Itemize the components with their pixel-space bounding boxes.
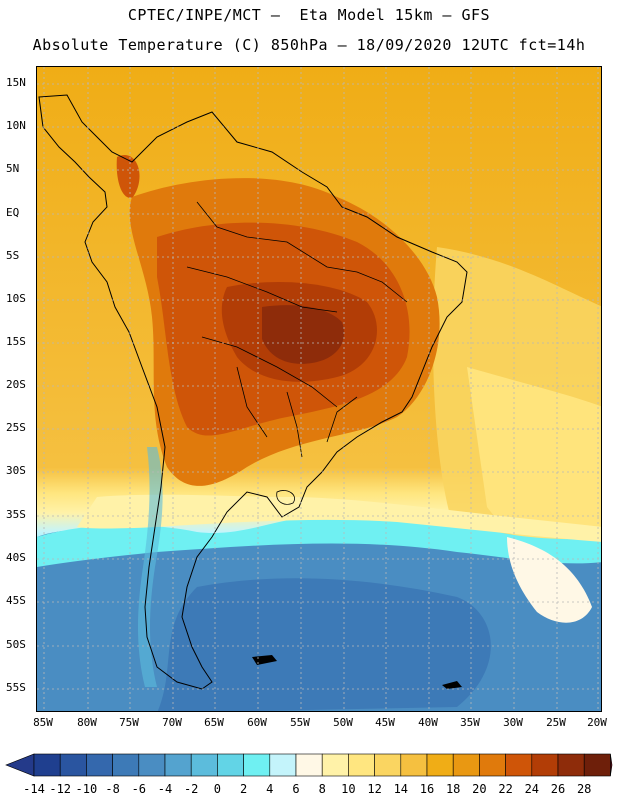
temperature-field	[37, 67, 601, 711]
lon-label: 85W	[33, 716, 53, 729]
lon-label: 70W	[162, 716, 182, 729]
lat-label: 30S	[6, 464, 26, 477]
lat-label: 5S	[6, 249, 20, 262]
colorbar-swatch	[190, 753, 218, 777]
field-pale-patch	[507, 537, 592, 623]
colorbar-swatch	[295, 753, 323, 777]
colorbar-swatch	[452, 753, 480, 777]
colorbar-label: 22	[498, 782, 513, 796]
colorbar-label: 6	[292, 782, 300, 796]
lon-label: 20W	[587, 716, 607, 729]
colorbar-swatch	[531, 753, 559, 777]
colorbar-swatch	[557, 753, 585, 777]
colorbar-swatch	[112, 753, 140, 777]
lat-label: 55S	[6, 681, 26, 694]
lon-label: 60W	[247, 716, 267, 729]
colorbar-label: 10	[341, 782, 356, 796]
lat-label: 15S	[6, 335, 26, 348]
colorbar-swatch	[59, 753, 87, 777]
lat-label: 50S	[6, 638, 26, 651]
colorbar-label: 2	[239, 782, 248, 796]
colorbar-label: 0	[213, 782, 221, 796]
lon-label: 50W	[333, 716, 353, 729]
colorbar-swatch	[583, 753, 611, 777]
colorbar-swatch	[269, 753, 297, 777]
colorbar-label: 24	[524, 782, 540, 796]
map-title-line-1: CPTEC/INPE/MCT – Eta Model 15km – GFS	[127, 6, 491, 24]
colorbar-label: -6	[131, 782, 147, 796]
colorbar-label: -8	[105, 782, 120, 796]
lat-label: 45S	[6, 594, 26, 607]
colorbar-overflow-arrow	[610, 753, 613, 777]
field-andes-streak	[138, 447, 163, 687]
field-cold-core	[157, 578, 491, 711]
lon-label: 80W	[77, 716, 97, 729]
rio-de-la-plata-outline	[276, 490, 295, 505]
temperature-map[interactable]	[36, 66, 602, 712]
colorbar-label: 4	[266, 782, 274, 796]
field-continent-hottest	[262, 305, 344, 364]
field-frontal-yellow	[77, 494, 601, 542]
lat-label: 40S	[6, 551, 26, 564]
colorbar-underflow-arrow	[5, 753, 35, 777]
lat-label: 10S	[6, 292, 26, 305]
colorbar-label: 16	[419, 782, 435, 796]
colorbar-label: 8	[318, 782, 326, 796]
lon-label: 30W	[503, 716, 523, 729]
colorbar-label: -2	[183, 782, 199, 796]
colorbar-swatch	[400, 753, 428, 777]
lat-label: 10N	[6, 119, 26, 132]
lat-label: 25S	[6, 421, 26, 434]
color-scale-bar	[5, 753, 613, 777]
colorbar-label: -14	[23, 782, 45, 796]
lat-label: 15N	[6, 76, 26, 89]
lat-label: 20S	[6, 378, 26, 391]
colorbar-label: -10	[75, 782, 98, 796]
colorbar-label: -12	[49, 782, 72, 796]
colorbar-swatch	[479, 753, 506, 777]
lon-label: 55W	[290, 716, 310, 729]
colorbar-swatch	[86, 753, 113, 777]
colorbar-swatch	[426, 753, 454, 777]
colorbar-swatch	[33, 753, 61, 777]
colorbar-swatch	[374, 753, 402, 777]
colorbar-swatch	[138, 753, 166, 777]
south-america-coastline	[38, 94, 468, 690]
colorbar-label: 18	[445, 782, 461, 796]
colorbar-swatch	[321, 753, 349, 777]
colorbar-label: 26	[550, 782, 566, 796]
lon-label: 75W	[119, 716, 139, 729]
lon-label: 25W	[546, 716, 566, 729]
south-georgia	[442, 681, 462, 689]
colorbar-label: 28	[576, 782, 592, 796]
lat-label: EQ	[6, 206, 20, 219]
colorbar-swatch	[348, 753, 375, 777]
country-borders	[186, 201, 408, 458]
lon-label: 35W	[460, 716, 480, 729]
colorbar-swatch	[164, 753, 192, 777]
lat-label: 5N	[6, 162, 20, 175]
colorbar-swatch	[505, 753, 533, 777]
field-north-patch	[116, 155, 140, 198]
colorbar-label: 20	[472, 782, 487, 796]
lon-label: 65W	[204, 716, 224, 729]
lat-label: 35S	[6, 508, 26, 521]
colorbar-label: 14	[393, 782, 409, 796]
lon-label: 45W	[375, 716, 395, 729]
lon-label: 40W	[418, 716, 438, 729]
colorbar-label: -4	[157, 782, 173, 796]
map-title-line-2: Absolute Temperature (C) 850hPa – 18/09/…	[32, 36, 586, 54]
colorbar-swatch	[217, 753, 244, 777]
colorbar-swatch	[243, 753, 271, 777]
lat-lon-grid	[37, 67, 601, 711]
colorbar-label: 12	[367, 782, 382, 796]
